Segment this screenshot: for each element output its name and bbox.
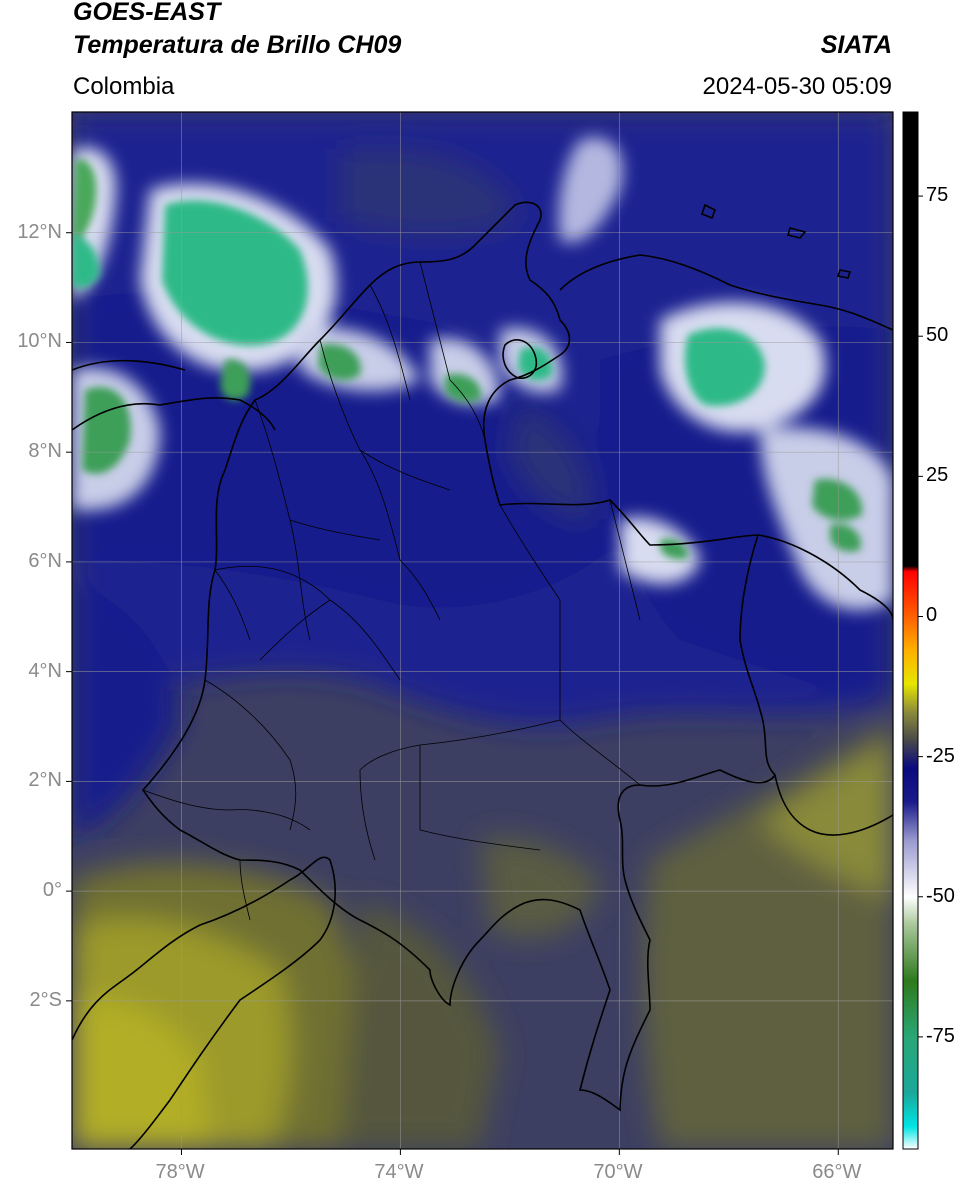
axis-ticks [66,232,839,1155]
product-title: Temperatura de Brillo CH09 [73,31,402,59]
lon-tick-label: 78°W [155,1161,205,1183]
lat-tick-label: 0° [42,879,62,902]
map-frame [71,111,894,1150]
colorbar-tick-label: 75 [926,184,949,207]
lon-tick-label: 74°W [374,1161,424,1183]
caribbean-islands [701,203,852,279]
datetime-label: 2024-05-30 05:09 [702,73,893,100]
satellite-title: GOES-EAST [73,0,221,26]
venezuela-coast [559,254,893,331]
lat-tick-label: 4°N [28,659,62,682]
colorbar-ticks [918,195,923,1038]
colombia-border [141,201,777,1112]
ecuador-peru-border [72,856,336,1149]
lon-tick-label: 70°W [593,1161,643,1183]
panama-north-coast [72,359,186,371]
maracaibo-lake [502,339,537,380]
department-borders [142,261,641,921]
lat-tick-label: 12°N [17,220,62,243]
lat-tick-label: 10°N [17,330,62,353]
map-grid [72,112,893,1149]
colorbar-tick-label: -25 [926,744,955,767]
lat-tick-label: 2°N [28,769,62,792]
panama-border [72,397,276,431]
lat-tick-label: 2°S [29,988,62,1011]
agency-label: SIATA [820,31,892,59]
colorbar [902,111,919,1150]
colorbar-tick-label: 25 [926,464,949,487]
colorbar-tick-label: -50 [926,884,955,907]
lon-tick-label: 66°W [812,1161,862,1183]
brightness-temperature-field [72,112,893,1149]
colorbar-tick-label: 50 [926,324,949,347]
venezuela-east-border [757,534,893,621]
colorbar-tick-label: -75 [926,1024,955,1047]
lat-tick-label: 6°N [28,549,62,572]
colorbar-tick-label: 0 [926,604,938,627]
region-label: Colombia [73,73,175,100]
country-borders [72,201,893,1149]
lat-tick-label: 8°N [28,440,62,463]
brazil-border [774,774,893,836]
